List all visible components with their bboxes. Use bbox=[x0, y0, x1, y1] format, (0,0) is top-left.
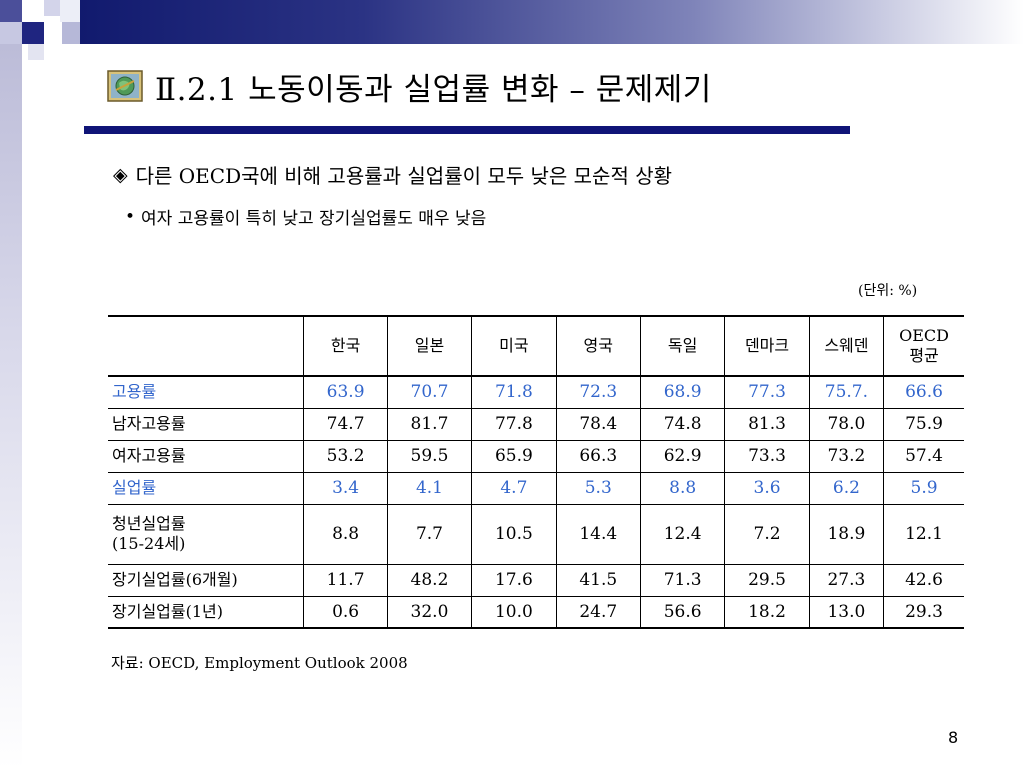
header-cell: 영국 bbox=[555, 315, 641, 377]
table-row: 남자고용률 74.7 81.7 77.8 78.4 74.8 81.3 78.0 75.9 bbox=[108, 407, 964, 441]
header-cell: 독일 bbox=[639, 315, 726, 377]
value-cell: 48.2 bbox=[386, 563, 473, 597]
row-label: 고용률 bbox=[108, 375, 305, 409]
value-cell: 73.3 bbox=[724, 439, 810, 473]
value-cell: 42.6 bbox=[883, 563, 964, 597]
value-cell: 18.2 bbox=[724, 595, 810, 629]
value-cell: 5.3 bbox=[555, 471, 641, 505]
table-header-row: 한국 일본 미국 영국 독일 덴마크 스웨덴 OECD 평균 bbox=[108, 315, 964, 377]
value-cell: 11.7 bbox=[303, 563, 388, 597]
row-label: 장기실업률(6개월) bbox=[108, 563, 305, 597]
table-row: 장기실업률(6개월) 11.7 48.2 17.6 41.5 71.3 29.5 27.3 42… bbox=[108, 563, 964, 597]
diamond-bullet-icon: ◈ bbox=[113, 163, 128, 186]
value-cell: 5.9 bbox=[883, 471, 964, 505]
header-cell: 덴마크 bbox=[724, 315, 810, 377]
header-cell: 미국 bbox=[471, 315, 557, 377]
value-cell: 59.5 bbox=[386, 439, 473, 473]
header-cell: OECD 평균 bbox=[883, 315, 964, 377]
value-cell: 81.7 bbox=[386, 407, 473, 441]
header-cell bbox=[108, 315, 305, 377]
value-cell: 4.7 bbox=[471, 471, 557, 505]
value-cell: 71.3 bbox=[639, 563, 726, 597]
value-cell: 63.9 bbox=[303, 375, 388, 409]
dot-bullet-icon: • bbox=[125, 206, 136, 227]
row-label: 청년실업률 (15-24세) bbox=[108, 503, 305, 565]
value-cell: 18.9 bbox=[808, 503, 885, 565]
value-cell: 8.8 bbox=[303, 503, 388, 565]
value-cell: 78.4 bbox=[555, 407, 641, 441]
table-row: 실업률 3.4 4.1 4.7 5.3 8.8 3.6 6.2 5.9 bbox=[108, 471, 964, 505]
value-cell: 7.7 bbox=[386, 503, 473, 565]
value-cell: 66.6 bbox=[883, 375, 964, 409]
header-cell: 일본 bbox=[386, 315, 473, 377]
value-cell: 81.3 bbox=[724, 407, 810, 441]
row-label: 남자고용률 bbox=[108, 407, 305, 441]
value-cell: 78.0 bbox=[808, 407, 885, 441]
sub-text: 여자 고용률이 특히 낮고 장기실업률도 매우 낮음 bbox=[141, 209, 487, 229]
value-cell: 3.4 bbox=[303, 471, 388, 505]
value-cell: 75.9 bbox=[883, 407, 964, 441]
lead-text: 다른 OECD국에 비해 고용률과 실업률이 모두 낮은 모순적 상황 bbox=[135, 164, 673, 188]
row-label: 실업률 bbox=[108, 471, 305, 505]
row-label: 여자고용률 bbox=[108, 439, 305, 473]
value-cell: 77.8 bbox=[471, 407, 557, 441]
table-row: 청년실업률 (15-24세) 8.8 7.7 10.5 14.4 12.4 7.2 18.9 1… bbox=[108, 503, 964, 565]
row-label: 장기실업률(1년) bbox=[108, 595, 305, 629]
value-cell: 72.3 bbox=[555, 375, 641, 409]
header-cell: 한국 bbox=[303, 315, 388, 377]
page-number: 8 bbox=[948, 728, 959, 747]
value-cell: 32.0 bbox=[386, 595, 473, 629]
labor-statistics-table: 한국 일본 미국 영국 독일 덴마크 스웨덴 OECD 평균 고용률 63.9 70… bbox=[108, 315, 964, 629]
value-cell: 17.6 bbox=[471, 563, 557, 597]
page-title: Ⅱ.2.1 노동이동과 실업률 변화 – 문제제기 bbox=[155, 71, 712, 108]
unit-label: (단위: %) bbox=[858, 283, 918, 299]
source-note: 자료: OECD, Employment Outlook 2008 bbox=[111, 654, 408, 672]
sub-bullet-line: • 여자 고용률이 특히 낮고 장기실업률도 매우 낮음 bbox=[125, 204, 487, 230]
slide-title-row: Ⅱ.2.1 노동이동과 실업률 변화 – 문제제기 bbox=[107, 66, 712, 108]
value-cell: 68.9 bbox=[639, 375, 726, 409]
value-cell: 74.7 bbox=[303, 407, 388, 441]
value-cell: 74.8 bbox=[639, 407, 726, 441]
value-cell: 65.9 bbox=[471, 439, 557, 473]
title-gradient-band bbox=[80, 0, 1024, 44]
value-cell: 27.3 bbox=[808, 563, 885, 597]
value-cell: 62.9 bbox=[639, 439, 726, 473]
value-cell: 66.3 bbox=[555, 439, 641, 473]
value-cell: 57.4 bbox=[883, 439, 964, 473]
value-cell: 0.6 bbox=[303, 595, 388, 629]
value-cell: 56.6 bbox=[639, 595, 726, 629]
value-cell: 10.5 bbox=[471, 503, 557, 565]
value-cell: 24.7 bbox=[555, 595, 641, 629]
table-row: 여자고용률 53.2 59.5 65.9 66.3 62.9 73.3 73.2 57.4 bbox=[108, 439, 964, 473]
value-cell: 77.3 bbox=[724, 375, 810, 409]
value-cell: 14.4 bbox=[555, 503, 641, 565]
value-cell: 6.2 bbox=[808, 471, 885, 505]
lead-bullet-line: ◈ 다른 OECD국에 비해 고용률과 실업률이 모두 낮은 모순적 상황 bbox=[113, 160, 672, 189]
value-cell: 12.4 bbox=[639, 503, 726, 565]
value-cell: 70.7 bbox=[386, 375, 473, 409]
value-cell: 29.3 bbox=[883, 595, 964, 629]
value-cell: 3.6 bbox=[724, 471, 810, 505]
value-cell: 53.2 bbox=[303, 439, 388, 473]
left-gradient-band bbox=[0, 44, 22, 768]
value-cell: 10.0 bbox=[471, 595, 557, 629]
table-row: 고용률 63.9 70.7 71.8 72.3 68.9 77.3 75.7. 66.6 bbox=[108, 375, 964, 409]
value-cell: 73.2 bbox=[808, 439, 885, 473]
header-cell: 스웨덴 bbox=[808, 315, 885, 377]
value-cell: 8.8 bbox=[639, 471, 726, 505]
title-underline bbox=[84, 126, 850, 134]
value-cell: 4.1 bbox=[386, 471, 473, 505]
value-cell: 7.2 bbox=[724, 503, 810, 565]
value-cell: 12.1 bbox=[883, 503, 964, 565]
value-cell: 13.0 bbox=[808, 595, 885, 629]
value-cell: 75.7. bbox=[808, 375, 885, 409]
value-cell: 29.5 bbox=[724, 563, 810, 597]
value-cell: 71.8 bbox=[471, 375, 557, 409]
value-cell: 41.5 bbox=[555, 563, 641, 597]
table-row: 장기실업률(1년) 0.6 32.0 10.0 24.7 56.6 18.2 13.0 29.3 bbox=[108, 595, 964, 629]
globe-picture-icon bbox=[107, 70, 143, 102]
